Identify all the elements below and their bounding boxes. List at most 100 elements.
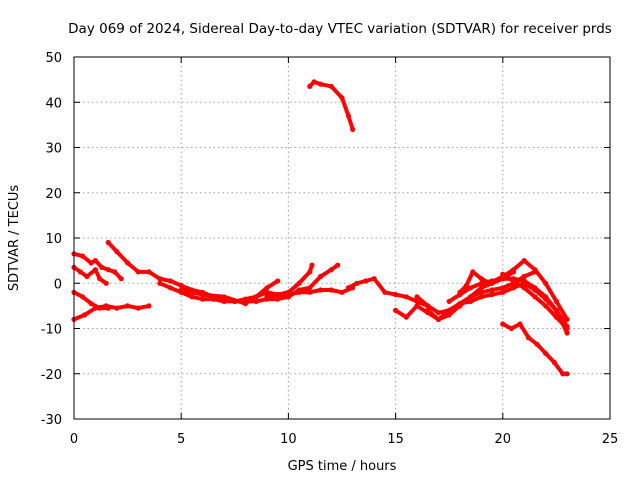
data-point xyxy=(517,321,522,326)
data-point xyxy=(329,287,334,292)
data-point xyxy=(264,294,269,299)
data-point xyxy=(307,269,312,274)
x-tick-labels: 0 5 10 15 20 25 xyxy=(70,432,618,447)
data-point xyxy=(554,308,559,313)
data-point xyxy=(447,299,452,304)
data-point xyxy=(80,254,85,259)
data-point xyxy=(552,360,557,365)
data-point xyxy=(125,260,130,265)
data-point xyxy=(464,283,469,288)
data-point xyxy=(106,306,111,311)
data-point xyxy=(106,267,111,272)
data-point xyxy=(286,294,291,299)
data-point xyxy=(404,315,409,320)
series-track-5 xyxy=(108,243,224,300)
data-point xyxy=(532,267,537,272)
data-point xyxy=(500,290,505,295)
y-tick-label: -30 xyxy=(41,413,62,428)
data-point xyxy=(112,269,117,274)
data-point xyxy=(346,285,351,290)
data-point xyxy=(436,310,441,315)
x-axis-label: GPS time / hours xyxy=(288,459,397,474)
data-point xyxy=(363,278,368,283)
data-point xyxy=(554,299,559,304)
x-tick-label: 25 xyxy=(602,432,619,447)
sdtvar-chart: Day 069 of 2024, Sidereal Day-to-day VTE… xyxy=(0,0,640,480)
data-point xyxy=(168,278,173,283)
y-axis-label: SDTVAR / TECUs xyxy=(7,185,22,292)
data-point xyxy=(565,371,570,376)
data-point xyxy=(393,308,398,313)
data-point xyxy=(329,84,334,89)
y-tick-label: -20 xyxy=(41,368,62,383)
data-point xyxy=(500,272,505,277)
data-point xyxy=(200,297,205,302)
data-point xyxy=(346,113,351,118)
data-point xyxy=(264,285,269,290)
y-tick-label: 40 xyxy=(45,96,62,111)
data-point xyxy=(264,290,269,295)
data-point xyxy=(136,269,141,274)
data-point xyxy=(382,290,387,295)
data-point xyxy=(307,285,312,290)
data-point xyxy=(89,301,94,306)
data-point xyxy=(318,287,323,292)
series-track-12 xyxy=(310,82,353,129)
data-point xyxy=(468,294,473,299)
data-point xyxy=(78,269,83,274)
data-point xyxy=(565,317,570,322)
data-point xyxy=(318,274,323,279)
data-point xyxy=(470,269,475,274)
data-point xyxy=(97,306,102,311)
x-tick-label: 0 xyxy=(70,432,78,447)
series-track-20 xyxy=(503,324,567,374)
data-point xyxy=(200,292,205,297)
y-tick-label: 30 xyxy=(45,142,62,157)
data-point xyxy=(106,240,111,245)
data-point xyxy=(490,292,495,297)
x-tick-label: 5 xyxy=(177,432,185,447)
data-point xyxy=(189,294,194,299)
data-point xyxy=(136,306,141,311)
data-point xyxy=(318,82,323,87)
data-point xyxy=(543,297,548,302)
data-point xyxy=(179,287,184,292)
data-point xyxy=(275,297,280,302)
chart-title: Day 069 of 2024, Sidereal Day-to-day VTE… xyxy=(68,21,612,37)
data-point xyxy=(97,276,102,281)
data-point xyxy=(104,281,109,286)
data-point xyxy=(146,269,151,274)
y-tick-label: -10 xyxy=(41,323,62,338)
data-point xyxy=(509,326,514,331)
data-point xyxy=(82,312,87,317)
y-tick-labels: -30 -20 -10 0 10 20 30 40 50 xyxy=(41,51,62,428)
data-point xyxy=(307,290,312,295)
data-point xyxy=(522,281,527,286)
data-point xyxy=(457,303,462,308)
data-point xyxy=(168,285,173,290)
data-point xyxy=(243,297,248,302)
data-point xyxy=(372,276,377,281)
x-tick-label: 20 xyxy=(495,432,512,447)
gridlines xyxy=(74,57,610,419)
data-point xyxy=(157,281,162,286)
data-point xyxy=(532,294,537,299)
data-point xyxy=(425,303,430,308)
data-point xyxy=(350,127,355,132)
data-point xyxy=(307,84,312,89)
data-point xyxy=(297,281,302,286)
data-point xyxy=(354,281,359,286)
data-point xyxy=(479,276,484,281)
data-point xyxy=(243,301,248,306)
data-point xyxy=(99,265,104,270)
data-point xyxy=(487,281,492,286)
data-point xyxy=(535,342,540,347)
data-point xyxy=(309,263,314,268)
data-point xyxy=(157,276,162,281)
y-tick-label: 0 xyxy=(54,277,62,292)
data-point xyxy=(114,306,119,311)
data-point xyxy=(393,292,398,297)
y-tick-label: 50 xyxy=(45,51,62,66)
data-point xyxy=(511,285,516,290)
x-tick-label: 15 xyxy=(387,432,404,447)
